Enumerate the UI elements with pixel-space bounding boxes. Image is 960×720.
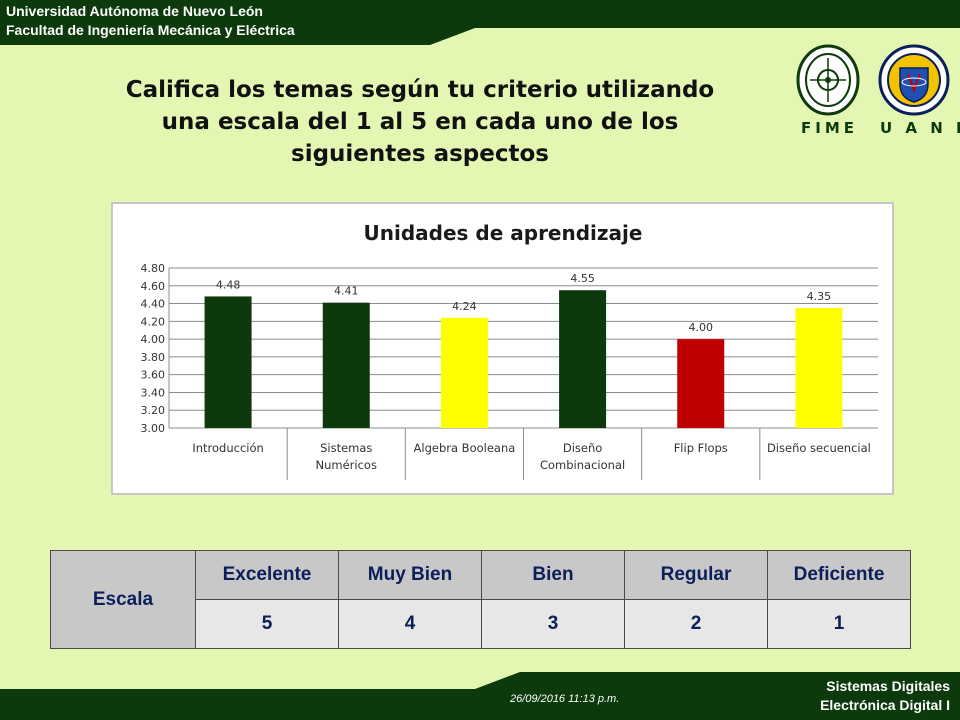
uanl-logo-text: U A N L [880,119,960,137]
bar-value-label: 4.00 [689,321,714,334]
footer-band [0,672,960,720]
course-subtitle: Electrónica Digital I [820,697,950,713]
bar-value-label: 4.55 [570,272,595,285]
bar-value-label: 4.41 [334,285,359,298]
title-line-3: siguientes aspectos [291,141,549,167]
slide-title: Califica los temas según tu criterio uti… [60,74,780,170]
bar [440,317,488,428]
y-tick-label: 4.20 [141,315,166,328]
x-category-label: Diseño [563,441,602,455]
header-band [0,0,960,45]
university-name: Universidad Autónoma de Nuevo León [6,3,263,19]
scale-header-cell: Excelente [195,550,339,600]
uanl-logo-icon [878,44,950,116]
x-category-label: Combinacional [540,458,625,472]
course-name: Sistemas Digitales [826,678,950,694]
scale-value-cell: 2 [624,599,768,649]
scale-value-cell: 3 [481,599,625,649]
x-category-label: Introducción [192,441,263,455]
y-tick-label: 4.80 [141,262,166,275]
scale-header-cell: Deficiente [767,550,911,600]
fime-logo-text: FIME [801,119,859,137]
bar [795,308,843,428]
scale-header-cell: Regular [624,550,768,600]
fime-logo-icon [796,44,860,116]
y-tick-label: 3.60 [141,369,166,382]
y-tick-label: 4.60 [141,280,166,293]
scale-value-cell: 5 [195,599,339,649]
footer-date: 26/09/2016 11:13 p.m. [510,693,620,705]
bar [322,302,370,428]
faculty-name: Facultad de Ingeniería Mecánica y Eléctr… [6,22,295,38]
x-category-label: Diseño secuencial [767,441,871,455]
y-tick-label: 3.40 [141,386,166,399]
title-line-1: Califica los temas según tu criterio uti… [125,77,715,103]
scale-row-label: Escala [50,550,196,649]
x-category-label: Numéricos [316,458,377,472]
x-category-label: Algebra Booleana [414,441,516,455]
y-tick-label: 3.00 [141,422,166,435]
scale-header-cell: Muy Bien [338,550,482,600]
y-tick-label: 3.80 [141,351,166,364]
title-line-2: una escala del 1 al 5 en cada uno de los [161,109,679,135]
bar-value-label: 4.35 [807,290,832,303]
bar-value-label: 4.24 [452,300,477,313]
y-tick-label: 4.40 [141,298,166,311]
footer-course: Sistemas Digitales Electrónica Digital I [820,677,950,715]
bar-value-label: 4.48 [216,278,241,291]
bar-chart: Unidades de aprendizaje 3.00 3.20 3.40 3.60… [111,202,894,495]
chart-svg: Unidades de aprendizaje 3.00 3.20 3.40 3.60… [141,221,878,480]
y-tick-label: 4.00 [141,333,166,346]
scale-header-cell: Bien [481,550,625,600]
scale-table: Escala Excelente Muy Bien Bien Regular D… [50,550,911,649]
bar [559,290,607,428]
y-tick-label: 3.20 [141,404,166,417]
x-category-label: Sistemas [320,441,372,455]
bar [677,339,725,428]
x-category-label: Flip Flops [674,441,728,455]
scale-value-cell: 4 [338,599,482,649]
scale-value-cell: 1 [767,599,911,649]
bar [204,296,252,428]
chart-title: Unidades de aprendizaje [364,221,643,245]
